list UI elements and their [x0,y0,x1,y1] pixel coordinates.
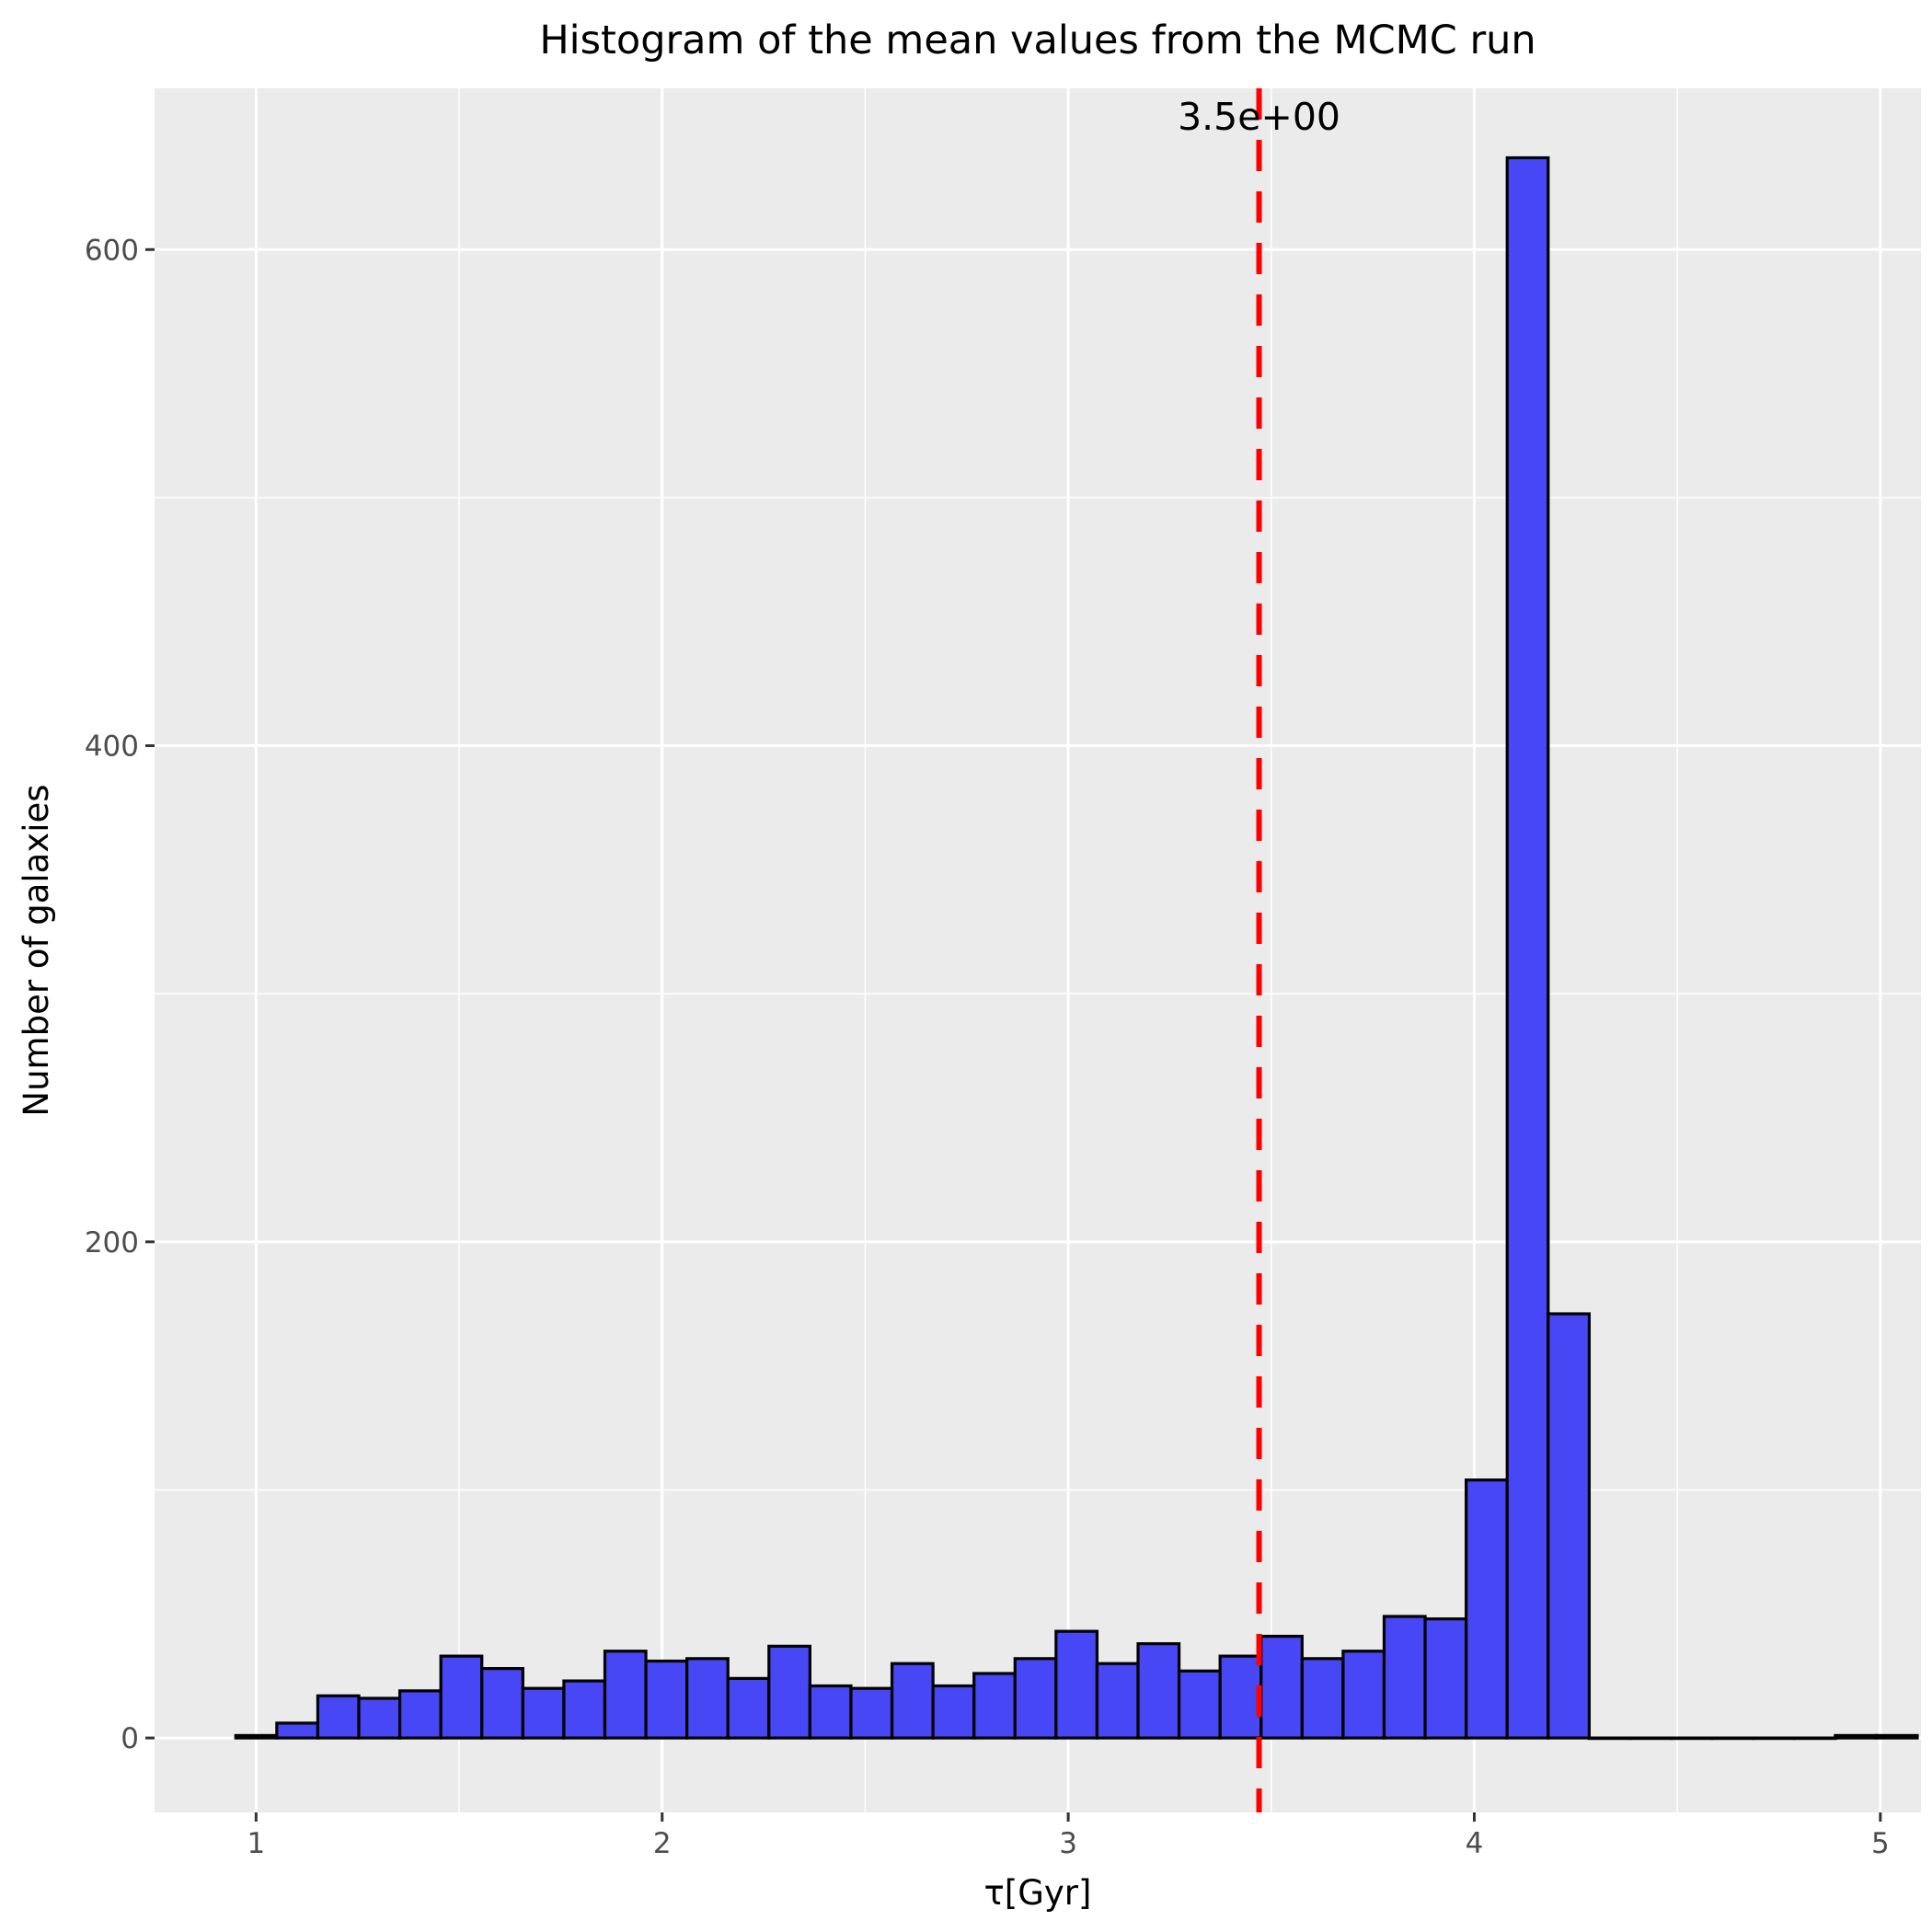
histogram-bar [767,1644,811,1740]
histogram-bar [1547,1312,1591,1740]
histogram-bar [439,1654,484,1740]
histogram-bar [480,1667,524,1740]
histogram-bar [1669,1736,1714,1741]
histogram-bar [1792,1736,1837,1741]
histogram-bar [603,1650,648,1740]
histogram-bar [1218,1654,1263,1740]
histogram-bar [521,1686,566,1740]
histogram-bar [1054,1629,1099,1740]
histogram-bar [1628,1736,1673,1741]
histogram-bar [357,1696,402,1740]
y-tick-label: 600 [85,234,139,267]
histogram-bar [1505,155,1550,1740]
histogram-bar [1752,1736,1796,1741]
histogram-bar [1095,1662,1140,1740]
histogram-bar [1300,1657,1345,1740]
minor-gridlines [155,88,1921,1812]
x-tick-label: 3 [1059,1827,1077,1860]
histogram-bar [726,1676,771,1740]
y-tick-label: 400 [85,730,139,764]
histogram-bar [397,1689,443,1740]
x-tick-label: 5 [1871,1827,1890,1860]
x-tick-label: 2 [653,1827,672,1860]
histogram-bar [275,1721,320,1740]
histogram-bars [234,155,1919,1741]
histogram-bar [1382,1615,1427,1740]
histogram-bar [890,1662,935,1740]
histogram-bar [1136,1642,1181,1740]
histogram-bar [316,1694,361,1740]
histogram-bar [562,1679,607,1740]
histogram-bar [1259,1634,1304,1740]
histogram-bar [1587,1736,1632,1741]
histogram-bar [1465,1478,1509,1740]
y-tick-label: 200 [85,1226,139,1259]
histogram-bar [1177,1669,1222,1740]
histogram-bar [685,1657,730,1740]
x-tick-label: 4 [1466,1827,1484,1860]
histogram-bar [1834,1733,1879,1740]
mean-vline-group: 3.5e+00 [1178,88,1340,1812]
mean-vline-label: 3.5e+00 [1178,95,1340,139]
y-tick-label: 0 [121,1722,139,1755]
x-axis-label: τ[Gyr] [984,1873,1092,1913]
x-axis: 1 2 3 4 5 [247,1812,1890,1860]
histogram-bar [234,1733,279,1740]
histogram-bar [1874,1733,1919,1740]
histogram-bar [1710,1736,1755,1741]
y-axis: 0 200 400 600 [85,234,155,1755]
histogram-bar [808,1684,853,1740]
y-axis-label: Number of galaxies [17,784,56,1116]
chart-title: Histogram of the mean values from the MC… [539,17,1535,63]
histogram-bar [644,1659,689,1740]
histogram-bar [849,1686,894,1740]
histogram-bar [1013,1657,1058,1740]
histogram-bar [1423,1617,1468,1740]
histogram-bar [1341,1650,1386,1740]
x-tick-label: 1 [247,1827,265,1860]
plot-panel [155,88,1921,1812]
histogram-bar [972,1672,1017,1740]
histogram-bar [931,1684,976,1740]
